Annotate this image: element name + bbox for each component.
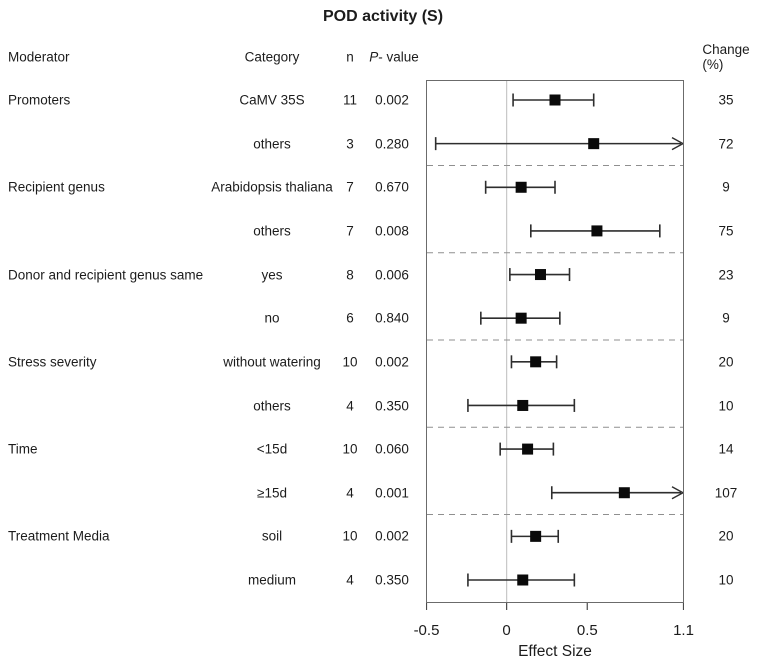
axis-tick-label: -0.5 [413, 622, 440, 639]
p-value: 0.006 [375, 267, 409, 282]
effect-size-marker [549, 94, 561, 106]
effect-size-marker [618, 487, 630, 499]
category-label: <15d [256, 441, 288, 457]
change-pct-value: 10 [718, 398, 734, 413]
category-label: without watering [223, 354, 321, 370]
p-value-italic-p: P [369, 49, 379, 65]
effect-size-marker [515, 181, 527, 193]
p-value: 0.840 [375, 310, 409, 326]
change-pct-value: 9 [722, 310, 730, 326]
n-value: 8 [346, 267, 354, 282]
effect-size-marker [522, 443, 534, 455]
category-label: CaMV 35S [239, 92, 305, 108]
category-label: yes [261, 267, 283, 282]
change-pct-value: 20 [718, 528, 734, 544]
effect-size-marker [517, 574, 529, 586]
p-value: 0.002 [375, 354, 409, 370]
n-value: 6 [346, 310, 354, 326]
moderator-label: Promoters [8, 92, 71, 108]
axis-tick-label: 0.5 [576, 622, 598, 639]
moderator-label: Donor and recipient genus same [8, 267, 204, 282]
effect-size-marker [530, 530, 542, 542]
category-label: soil [261, 528, 283, 544]
change-pct-value: 35 [718, 92, 734, 108]
change-pct-value: 75 [718, 223, 734, 239]
p-value-rest: - value [378, 49, 419, 65]
p-value: 0.280 [375, 136, 409, 152]
effect-size-marker [588, 138, 600, 150]
category-label: medium [247, 572, 297, 588]
column-header-category: Category [244, 49, 300, 65]
p-value: 0.350 [375, 572, 409, 588]
category-label: others [253, 136, 291, 152]
n-value: 4 [346, 572, 354, 588]
effect-size-marker [530, 356, 542, 368]
change-pct-value: 10 [718, 572, 734, 588]
n-value: 3 [346, 136, 354, 152]
n-value: 7 [346, 223, 354, 239]
change-pct-value: 20 [718, 354, 734, 370]
change-pct-value: 107 [714, 485, 738, 501]
change-pct-value: 14 [718, 441, 734, 457]
moderator-label: Time [8, 441, 38, 457]
n-value: 10 [342, 441, 358, 457]
axis-tick-label: 1.1 [673, 622, 694, 639]
p-value: 0.008 [375, 223, 409, 239]
category-label: ≥15d [257, 485, 287, 501]
p-value: 0.002 [375, 528, 409, 544]
p-value: 0.350 [375, 398, 409, 413]
p-value: 0.001 [375, 485, 409, 501]
p-value: 0.670 [375, 179, 409, 195]
moderator-label: Stress severity [8, 354, 97, 370]
category-label: others [253, 223, 291, 239]
p-value: 0.060 [375, 441, 409, 457]
column-header-moderator: Moderator [8, 49, 70, 65]
effect-size-marker [534, 269, 546, 281]
forest-plot-panel [426, 80, 684, 610]
category-label: Arabidopsis thaliana [211, 179, 333, 195]
moderator-label: Treatment Media [8, 528, 110, 544]
column-header-change-pct: Change (%) [702, 42, 750, 72]
plot-box-border [426, 80, 684, 603]
column-header-p-value: P- value [369, 50, 419, 65]
n-value: 4 [346, 398, 354, 413]
n-value: 4 [346, 485, 354, 501]
effect-size-marker [515, 312, 527, 324]
category-label: others [253, 398, 291, 413]
effect-size-marker [591, 225, 603, 237]
moderator-label: Recipient genus [8, 179, 105, 195]
x-axis-label: Effect Size [518, 643, 592, 660]
chart-title: POD activity (S) [322, 8, 444, 25]
n-value: 7 [346, 179, 354, 195]
axis-tick-label: 0 [502, 622, 511, 639]
change-pct-value: 9 [722, 179, 730, 195]
change-pct-value: 23 [718, 267, 734, 282]
category-label: no [264, 310, 280, 326]
column-header-n: n [346, 49, 354, 65]
effect-size-marker [517, 399, 529, 411]
n-value: 11 [342, 92, 358, 108]
change-pct-value: 72 [718, 136, 734, 152]
n-value: 10 [342, 528, 358, 544]
p-value: 0.002 [375, 92, 409, 108]
n-value: 10 [342, 354, 358, 370]
